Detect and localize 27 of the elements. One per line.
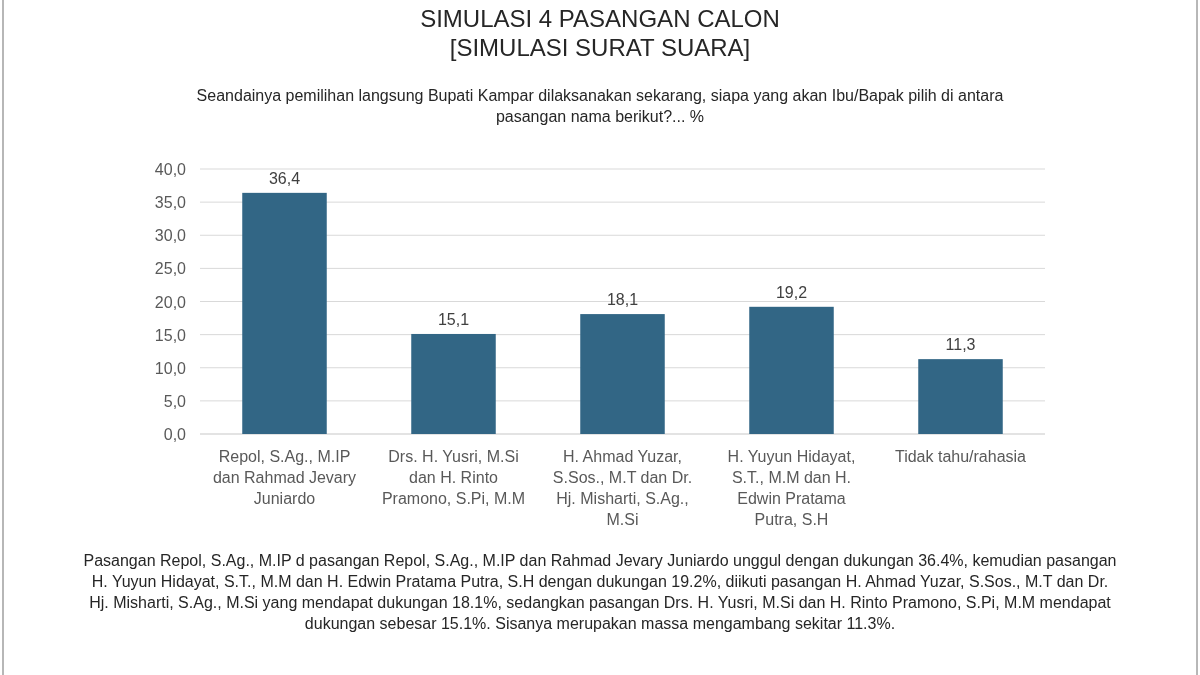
chart-title: SIMULASI 4 PASANGAN CALON [SIMULASI SURAT SUARA] — [420, 5, 780, 61]
bar — [918, 359, 1003, 434]
data-label: 15,1 — [437, 310, 470, 328]
data-label: 36,4 — [268, 169, 301, 187]
y-tick-label: 15,0 — [154, 326, 187, 344]
x-tick-label: Repol, S.Ag., M.IP dan Rahmad Jevary Juniardo — [212, 448, 357, 507]
y-tick-label: 35,0 — [154, 194, 187, 212]
x-tick-label: Drs. H. Yusri, M.Si dan H. Rinto Pramono, S.Pi, M.M — [381, 448, 526, 507]
y-tick-label: 10,0 — [154, 359, 187, 377]
bar — [242, 192, 327, 434]
data-label: 11,3 — [945, 336, 976, 354]
data-label: 18,1 — [606, 291, 639, 309]
y-tick-label: 0,0 — [163, 426, 187, 443]
data-label: 19,2 — [775, 283, 808, 301]
bar — [580, 314, 665, 434]
bar — [411, 333, 496, 434]
chart-subtitle: Seandainya pemilihan langsung Bupati Kampar dilaksanakan sekarang, siapa yang akan Ibu/Bapak pilih di antara pasangan nama berikut?... % — [196, 87, 1004, 125]
y-tick-label: 30,0 — [154, 227, 187, 245]
y-tick-label: 20,0 — [154, 293, 187, 311]
x-tick-label: H. Yuyun Hidayat, S.T., M.M dan H. Edwin Pratama Putra, S.H — [727, 448, 856, 528]
y-tick-label: 25,0 — [154, 260, 187, 278]
bar — [749, 306, 834, 434]
y-tick-label: 5,0 — [163, 392, 187, 410]
text: Pasangan Repol, S.Ag., M.IP d pasangan Repol, S.Ag., M.IP dan Rahmad Jevary Juniardo unggul dengan dukungan 36.4%, kemudian pasangan H. Yuyun Hidayat, S.T., M.M dan H. Edwin Pratama Putra, S.H dengan dukungan 19.2%, diikuti pasangan H. Ahmad Yuzar, S.Sos., M.T dan Dr. Hj. Misharti, S.Ag., M.Si yang mendapat dukungan 18.1%, sedangkan pasangan Drs. H. Yusri, M.Si dan H. Rinto Pramono, S.Pi, M.M mendapat dukungan sebesar 15.1%. Sisanya merupakan massa mengambang sekitar 11.3%. — [83, 552, 1117, 632]
x-tick-label: Tidak tahu/rahasia — [894, 448, 1027, 465]
y-tick-label: 40,0 — [154, 161, 187, 178]
x-tick-label: H. Ahmad Yuzar, S.Sos., M.T dan Dr. Hj. Misharti, S.Ag., M.Si — [552, 448, 693, 528]
